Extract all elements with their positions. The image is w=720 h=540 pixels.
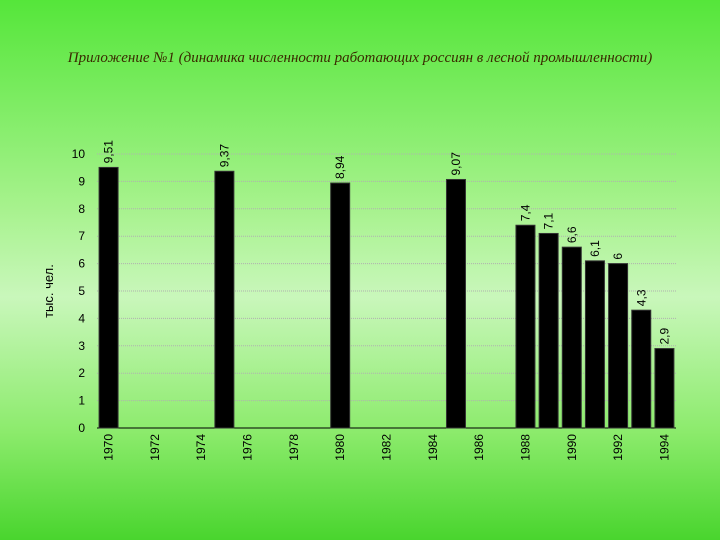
bar xyxy=(98,166,119,429)
x-tick-label: 1980 xyxy=(333,434,347,461)
data-label: 8,94 xyxy=(333,155,347,179)
x-tick-label: 1994 xyxy=(657,434,671,461)
bar xyxy=(538,232,559,429)
data-label: 9,07 xyxy=(449,152,463,176)
x-tick-label: 1976 xyxy=(241,434,255,461)
bar xyxy=(561,246,582,429)
slide-title: Приложение №1 (динамика численности рабо… xyxy=(67,50,653,66)
x-tick-label: 1970 xyxy=(102,434,116,461)
y-tick-label: 6 xyxy=(78,257,85,271)
bar xyxy=(608,263,629,429)
bar xyxy=(654,348,675,429)
bar xyxy=(330,182,351,429)
x-tick-label: 1986 xyxy=(472,434,486,461)
y-tick-label: 10 xyxy=(72,147,86,161)
x-tick-label: 1984 xyxy=(426,434,440,461)
y-tick-label: 4 xyxy=(78,311,85,325)
y-tick-label: 9 xyxy=(78,174,85,188)
data-label: 4,3 xyxy=(634,289,648,306)
data-label: 9,37 xyxy=(217,144,231,168)
data-label: 7,4 xyxy=(518,204,532,221)
y-tick-label: 5 xyxy=(78,284,85,298)
bar xyxy=(515,224,536,429)
x-tick-label: 1974 xyxy=(194,434,208,461)
bar xyxy=(214,170,235,429)
y-tick-label: 0 xyxy=(78,421,85,435)
bar xyxy=(584,260,605,429)
data-label: 6,1 xyxy=(588,240,602,257)
data-label: 7,1 xyxy=(542,212,556,229)
y-tick-label: 2 xyxy=(78,366,85,380)
y-tick-label: 8 xyxy=(78,202,85,216)
x-tick-label: 1972 xyxy=(148,434,162,461)
x-tick-label: 1978 xyxy=(287,434,301,461)
data-label: 2,9 xyxy=(657,328,671,345)
x-tick-label: 1992 xyxy=(611,434,625,461)
bar xyxy=(445,178,466,429)
data-label: 6 xyxy=(611,253,625,260)
x-tick-label: 1990 xyxy=(565,434,579,461)
y-tick-label: 3 xyxy=(78,339,85,353)
y-tick-label: 1 xyxy=(78,394,85,408)
y-axis-label: тыс. чел. xyxy=(41,264,56,318)
y-tick-label: 7 xyxy=(78,229,85,243)
bar xyxy=(631,309,652,429)
data-label: 6,6 xyxy=(565,226,579,243)
data-label: 9,51 xyxy=(102,140,116,164)
x-tick-label: 1982 xyxy=(380,434,394,461)
x-tick-label: 1988 xyxy=(518,434,532,461)
